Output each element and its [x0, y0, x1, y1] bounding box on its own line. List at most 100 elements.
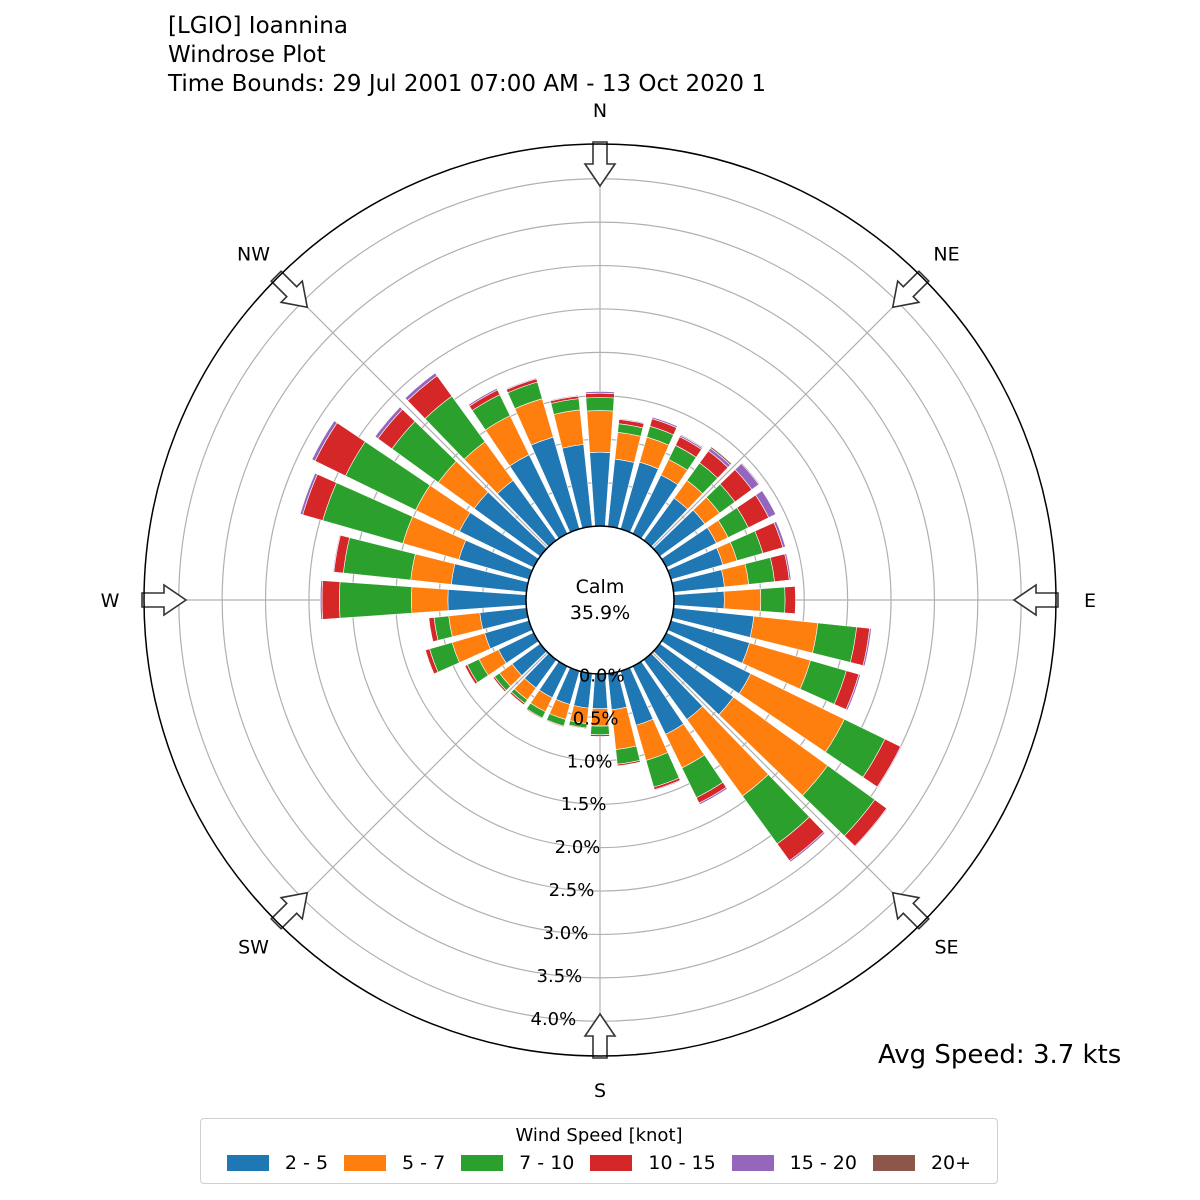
bar-310deg-bin-4	[374, 406, 403, 440]
compass-arrow-w	[141, 583, 188, 617]
calm-value: 35.9%	[570, 602, 630, 624]
bar-140deg-bin-4	[789, 831, 826, 863]
bar-260deg-bin-3	[428, 617, 439, 643]
bar-280deg-bin-4	[332, 534, 341, 573]
avg-speed-text: Avg Speed: 3.7 kts	[878, 1040, 1122, 1070]
compass-arrow-shape-nw	[270, 270, 309, 309]
compass-arrow-n	[583, 141, 617, 188]
legend-label-3: 10 - 15	[648, 1152, 716, 1174]
legend-item-0: 2 - 5	[226, 1152, 329, 1174]
windrose-bars	[299, 372, 902, 863]
bar-0deg-bin-0	[589, 451, 611, 527]
radial-tick-label-7: 3.5%	[537, 966, 583, 987]
bar-0deg-bin-3	[585, 392, 615, 399]
bar-20deg-bin-4	[651, 416, 678, 429]
chart-title-plot: Windrose Plot	[168, 42, 326, 68]
chart-title-block: [LGIO] Ioannina Windrose Plot Time Bound…	[168, 12, 766, 99]
legend: Wind Speed [knot] 2 - 5 5 - 7 7 - 10 10 - 1…	[200, 1118, 998, 1184]
radial-tick-label-3: 1.5%	[561, 794, 607, 815]
bar-10deg-bin-1	[614, 431, 642, 463]
compass-arrow-e	[1012, 583, 1059, 617]
compass-arrow-ne	[891, 270, 930, 309]
compass-arrow-shape-sw	[270, 891, 309, 930]
legend-label-2: 7 - 10	[519, 1152, 575, 1174]
compass-label-n: N	[593, 100, 607, 122]
bar-10deg-bin-4	[618, 418, 645, 425]
bar-150deg-bin-4	[698, 786, 728, 806]
chart-title-time-bounds: Time Bounds: 29 Jul 2001 07:00 AM - 13 O…	[168, 71, 766, 97]
compass-arrow-shape-ne	[891, 270, 930, 309]
bar-30deg-bin-5	[679, 433, 704, 449]
radial-tick-label-8: 4.0%	[531, 1009, 577, 1030]
compass-arrow-shape-w	[141, 583, 188, 617]
compass-arrow-shape-se	[891, 891, 930, 930]
bar-100deg-bin-2	[812, 622, 857, 663]
compass-label-e: E	[1084, 590, 1096, 612]
bar-70deg-bin-4	[773, 521, 786, 548]
bar-90deg-bin-3	[784, 586, 796, 614]
bar-170deg-bin-3	[616, 759, 641, 767]
calm-label: Calm	[576, 576, 625, 598]
legend-title: Wind Speed [knot]	[515, 1125, 683, 1146]
bar-220deg-bin-3	[509, 691, 526, 706]
bar-260deg-bin-1	[448, 612, 484, 638]
bar-270deg-bin-1	[411, 586, 449, 614]
bar-40deg-bin-5	[709, 446, 733, 466]
bar-350deg-bin-1	[553, 409, 584, 449]
compass-arrow-shape-n	[583, 141, 617, 188]
legend-swatch-2	[461, 1155, 504, 1171]
bar-250deg-bin-3	[425, 648, 439, 675]
bar-270deg-bin-3	[321, 580, 341, 620]
bar-350deg-bin-4	[549, 394, 579, 402]
compass-arrows: N NE E SE S SW W NW	[101, 100, 1096, 1102]
radial-tick-label-6: 3.0%	[543, 923, 589, 944]
legend-label-1: 5 - 7	[402, 1152, 446, 1174]
radial-tick-label-1: 0.5%	[573, 708, 619, 729]
bar-0deg-bin-4	[585, 391, 615, 394]
bar-320deg-bin-4	[404, 372, 438, 402]
compass-label-nw: NW	[237, 244, 270, 266]
bar-90deg-bin-2	[760, 586, 786, 614]
legend-item-1: 5 - 7	[344, 1152, 445, 1174]
legend-items: 2 - 5 5 - 7 7 - 10 10 - 15 15 - 20 20+	[201, 1152, 997, 1174]
bar-190deg-bin-3	[568, 724, 587, 730]
legend-label-4: 15 - 20	[789, 1152, 857, 1174]
bar-130deg-bin-4	[854, 807, 888, 848]
legend-item-4: 15 - 20	[731, 1152, 857, 1174]
radial-tick-label-5: 2.5%	[549, 880, 595, 901]
legend-swatch-3	[590, 1155, 633, 1171]
chart-title-station: [LGIO] Ioannina	[168, 13, 348, 39]
bar-120deg-bin-4	[876, 746, 902, 788]
bar-110deg-bin-4	[845, 673, 861, 711]
legend-swatch-0	[226, 1155, 269, 1171]
compass-label-sw: SW	[238, 936, 269, 958]
grid-spoke-225	[277, 651, 549, 923]
compass-arrow-nw	[270, 270, 309, 309]
legend-swatch-1	[344, 1155, 387, 1171]
bar-270deg-bin-4	[319, 580, 323, 620]
compass-label-ne: NE	[933, 244, 959, 266]
legend-item-3: 10 - 15	[590, 1152, 716, 1174]
bar-210deg-bin-3	[525, 708, 543, 720]
bar-270deg-bin-0	[447, 589, 527, 611]
legend-swatch-4	[731, 1155, 774, 1171]
bar-100deg-bin-4	[862, 628, 872, 667]
radial-tick-label-4: 2.0%	[555, 837, 601, 858]
bar-330deg-bin-4	[467, 387, 498, 407]
legend-label-0: 2 - 5	[284, 1152, 329, 1174]
compass-label-se: SE	[934, 936, 958, 958]
bar-60deg-bin-4	[755, 490, 777, 519]
bar-0deg-bin-2	[585, 397, 615, 412]
bar-300deg-bin-4	[311, 420, 338, 462]
compass-arrow-shape-s	[583, 1012, 617, 1059]
legend-swatch-5	[872, 1155, 915, 1171]
bar-90deg-bin-0	[673, 591, 725, 609]
bar-180deg-bin-3	[590, 734, 610, 737]
bar-230deg-bin-3	[492, 676, 507, 693]
grid-spoke-45	[651, 277, 923, 549]
compass-label-w: W	[101, 590, 120, 612]
calm-circle	[525, 525, 675, 675]
bar-90deg-bin-1	[723, 588, 762, 612]
compass-arrow-s	[583, 1012, 617, 1059]
